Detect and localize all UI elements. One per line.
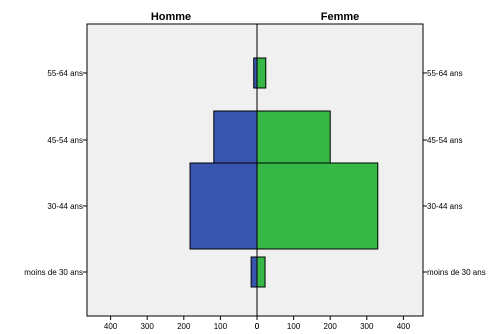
bar-femme-30-44-ans xyxy=(256,162,379,250)
bars-layer xyxy=(189,57,379,288)
bar-femme-55-64-ans xyxy=(256,57,267,89)
xtick-label-left-300: 300 xyxy=(141,322,155,331)
panel-title-homme: Homme xyxy=(151,11,191,23)
xtick-label-right-400: 400 xyxy=(397,322,411,331)
xtick-label-left-200: 200 xyxy=(177,322,191,331)
bar-homme-30-44-ans xyxy=(189,162,258,250)
category-label-right-55-64-ans: 55-64 ans xyxy=(427,69,463,78)
category-label-left-45-54-ans: 45-54 ans xyxy=(47,136,83,145)
category-label-right-30-44-ans: 30-44 ans xyxy=(427,202,463,211)
bar-homme-45-54-ans xyxy=(213,110,258,170)
panel-title-femme: Femme xyxy=(321,11,360,23)
bar-homme-moins-de-30-ans xyxy=(250,256,258,288)
category-label-right-moins-de-30-ans: moins de 30 ans xyxy=(427,268,486,277)
category-label-left-moins-de-30-ans: moins de 30 ans xyxy=(24,268,83,277)
bar-femme-moins-de-30-ans xyxy=(256,256,266,288)
xtick-label-right-0: 0 xyxy=(255,322,260,331)
xtick-label-left-0: 0 xyxy=(255,322,260,331)
xtick-label-right-300: 300 xyxy=(360,322,374,331)
xtick-label-right-200: 200 xyxy=(324,322,338,331)
bar-femme-45-54-ans xyxy=(256,110,331,170)
category-label-left-30-44-ans: 30-44 ans xyxy=(47,202,83,211)
xtick-label-left-400: 400 xyxy=(104,322,118,331)
xtick-label-right-100: 100 xyxy=(287,322,301,331)
category-label-right-45-54-ans: 45-54 ans xyxy=(427,136,463,145)
axes-layer: 55-64 ans 55-64 ans 45-54 ans 45-54 ans 30-4… xyxy=(24,69,485,331)
xtick-label-left-100: 100 xyxy=(214,322,228,331)
category-label-left-55-64-ans: 55-64 ans xyxy=(47,69,83,78)
